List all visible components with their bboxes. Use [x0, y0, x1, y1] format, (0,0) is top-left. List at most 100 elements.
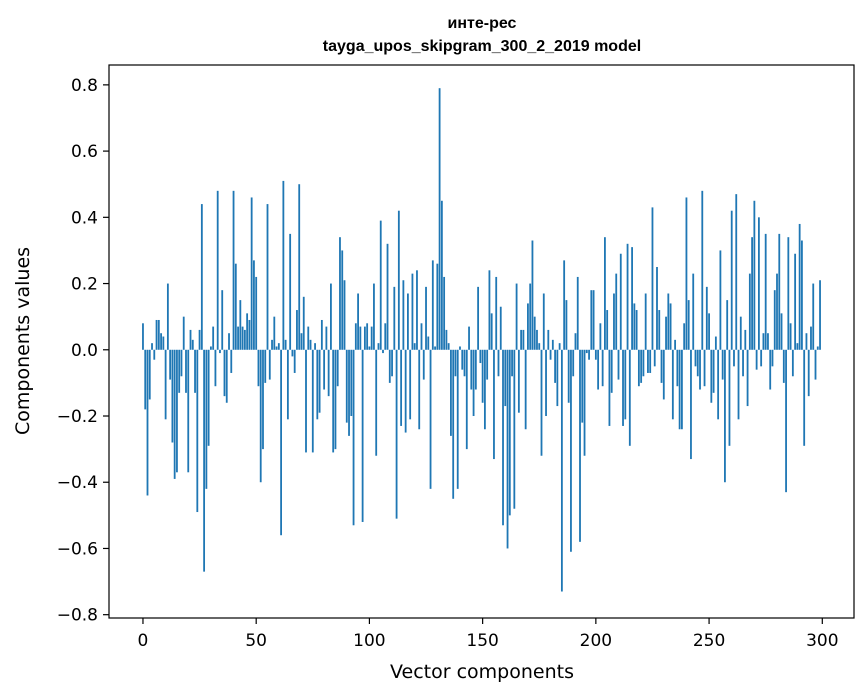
y-axis-label: Components values — [12, 247, 34, 435]
bar-130 — [436, 263, 439, 350]
bar-104 — [377, 343, 380, 350]
bar-60 — [277, 343, 280, 350]
bar-265 — [742, 349, 744, 377]
bar-257 — [724, 349, 726, 483]
bar-285 — [787, 237, 790, 350]
bar-189 — [570, 349, 572, 552]
bar-143 — [465, 349, 468, 450]
bar-79 — [320, 319, 323, 350]
bar-184 — [558, 343, 561, 350]
bar-294 — [807, 349, 810, 397]
bar-255 — [719, 250, 722, 350]
bar-62 — [282, 180, 285, 350]
bar-31 — [212, 326, 215, 350]
bar-123 — [420, 323, 423, 350]
bar-83 — [330, 283, 332, 350]
bar-59 — [275, 346, 278, 350]
bar-190 — [572, 349, 575, 377]
bar-291 — [801, 240, 803, 350]
bar-70 — [300, 333, 303, 350]
bar-25 — [198, 329, 201, 350]
x-tick-label: 150 — [466, 631, 498, 651]
bar-283 — [782, 349, 785, 383]
bar-127 — [429, 349, 432, 489]
bar-27 — [203, 349, 206, 572]
bar-236 — [676, 349, 679, 387]
bar-107 — [384, 323, 387, 350]
bar-245 — [696, 349, 699, 377]
bar-76 — [314, 343, 316, 350]
y-tick-label: 0.8 — [71, 76, 98, 96]
bar-178 — [545, 349, 547, 417]
bar-119 — [411, 273, 414, 350]
bar-18 — [182, 316, 185, 350]
bar-241 — [687, 300, 690, 350]
bar-35 — [221, 290, 224, 350]
bar-165 — [515, 283, 518, 350]
bar-198 — [590, 290, 593, 350]
bar-58 — [273, 316, 276, 350]
bar-89 — [343, 280, 346, 350]
bar-42 — [237, 326, 239, 350]
bar-262 — [735, 194, 738, 350]
bar-97 — [361, 349, 364, 522]
bar-186 — [563, 260, 566, 350]
bar-172 — [531, 240, 534, 350]
bar-278 — [771, 349, 774, 367]
bar-77 — [316, 349, 319, 420]
bar-78 — [318, 349, 321, 413]
bar-243 — [692, 273, 695, 350]
bar-209 — [615, 273, 618, 350]
plot-frame — [108, 64, 855, 619]
bar-173 — [533, 316, 536, 350]
bar-0 — [142, 323, 144, 350]
bar-256 — [721, 349, 724, 380]
bar-138 — [454, 349, 457, 377]
bar-154 — [490, 313, 493, 350]
bar-46 — [246, 313, 249, 350]
bar-152 — [486, 349, 489, 380]
bar-102 — [373, 283, 375, 350]
bar-153 — [488, 270, 491, 350]
bar-19 — [185, 349, 187, 393]
bar-259 — [728, 349, 731, 446]
bar-82 — [327, 349, 330, 397]
bar-15 — [176, 349, 178, 473]
bar-269 — [751, 237, 753, 350]
bar-264 — [739, 316, 742, 350]
bar-170 — [527, 303, 529, 350]
bar-series — [142, 88, 821, 592]
bar-48 — [250, 197, 253, 350]
bar-244 — [694, 349, 697, 367]
x-tick-label: 250 — [693, 631, 725, 651]
bar-224 — [649, 349, 652, 373]
bar-28 — [205, 349, 208, 489]
bar-237 — [678, 349, 681, 430]
bar-267 — [746, 349, 749, 407]
bar-225 — [651, 207, 654, 350]
x-tick-label: 100 — [353, 631, 385, 651]
bar-248 — [703, 349, 706, 387]
bar-63 — [284, 339, 287, 350]
bar-258 — [726, 300, 729, 350]
bar-117 — [407, 293, 409, 350]
bar-32 — [214, 349, 217, 387]
bar-30 — [209, 346, 212, 350]
bar-182 — [554, 349, 556, 383]
bar-176 — [540, 349, 543, 456]
bar-57 — [271, 339, 273, 350]
bar-112 — [395, 349, 398, 519]
x-axis-label: Vector components — [390, 661, 574, 683]
x-tick-label: 300 — [806, 631, 838, 651]
y-tick-label: −0.4 — [57, 473, 98, 493]
bar-247 — [701, 190, 704, 350]
bar-114 — [400, 349, 403, 426]
bar-168 — [522, 329, 525, 350]
bar-103 — [375, 349, 378, 456]
bar-277 — [769, 349, 772, 390]
bar-155 — [493, 349, 495, 460]
bar-3 — [148, 349, 151, 400]
bar-108 — [386, 243, 389, 350]
bar-214 — [626, 243, 629, 350]
bar-85 — [334, 349, 337, 450]
